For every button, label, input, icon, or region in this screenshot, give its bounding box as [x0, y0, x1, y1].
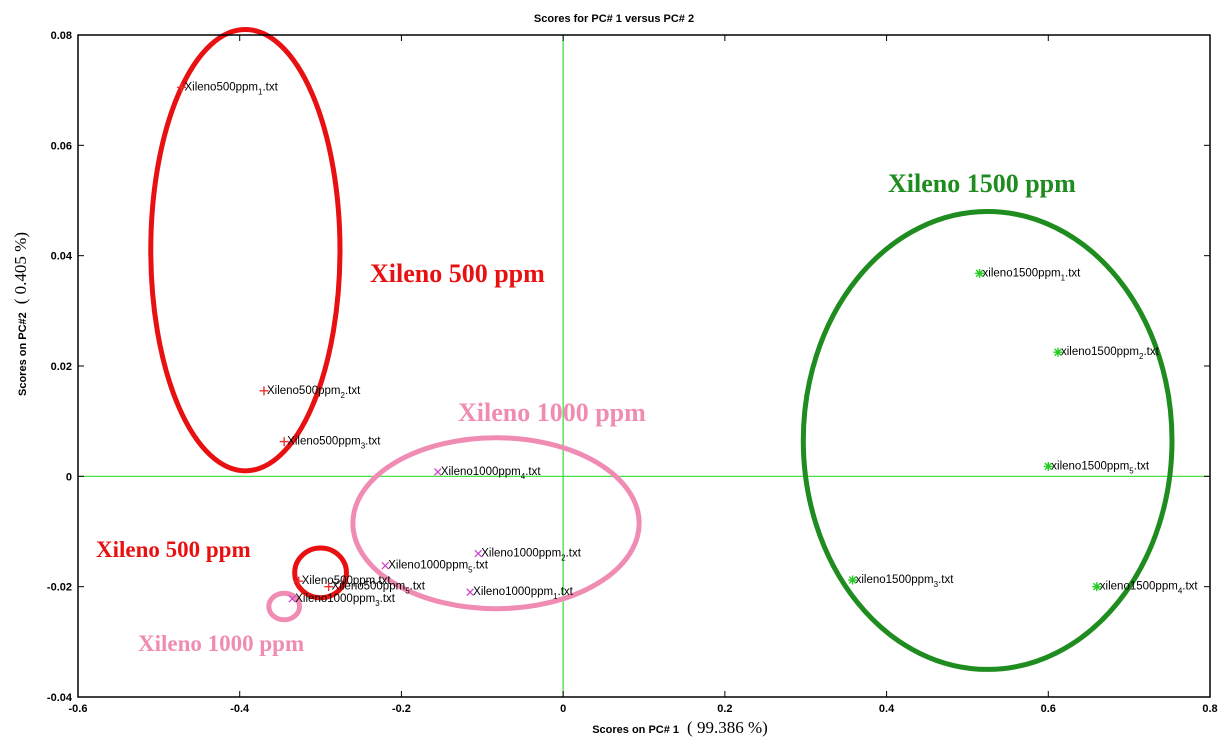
x-tick-label: 0.4	[879, 703, 895, 715]
group-annotations: Xileno 1500 ppm Xileno 500 ppm Xileno 1000…	[96, 169, 1076, 656]
x-marker	[433, 468, 442, 476]
x-marker	[474, 549, 483, 558]
y-tick-label: 0.06	[51, 140, 72, 152]
point-label: Xileno1000ppm2.txt	[481, 548, 582, 563]
y-axis-ticks: -0.04 -0.02 0 0.02 0.04 0.06 0.08	[47, 30, 1210, 704]
plus-marker	[176, 82, 186, 92]
group-annotation: Xileno 500 ppm	[370, 259, 545, 288]
data-point: Xileno500ppm5.txt	[324, 581, 426, 596]
chart-title: Scores for PC# 1 versus PC# 2	[534, 13, 694, 25]
x-axis-label: Scores on PC# 1 ( 99.386 %)	[592, 718, 768, 737]
x-tick-label: -0.4	[230, 703, 250, 715]
x-axis-ticks: -0.6 -0.4 -0.2 0 0.2 0.4 0.6 0.8	[69, 35, 1218, 715]
x-marker	[466, 588, 474, 597]
group-annotation: Xileno 1000 ppm	[138, 631, 304, 656]
data-point: Xileno500ppm1.txt	[176, 81, 279, 96]
x-tick-label: 0.6	[1041, 703, 1056, 715]
x-tick-label: 0.2	[717, 703, 732, 715]
data-point: Xileno1000ppm1.txt	[466, 586, 574, 601]
point-label: Xileno500ppm.txt	[302, 575, 392, 587]
x-tick-label: -0.6	[69, 703, 88, 715]
point-label: Xileno500ppm1.txt	[184, 81, 278, 96]
data-point: xileno1500ppm5.txt	[1043, 460, 1150, 475]
point-label: xileno1500ppm1.txt	[983, 267, 1082, 282]
point-label: Xileno1000ppm5.txt	[388, 560, 489, 575]
group-annotation: Xileno 1500 ppm	[888, 169, 1076, 198]
plus-marker	[279, 437, 289, 447]
group-ellipses	[148, 26, 1175, 672]
point-label: xileno1500ppm3.txt	[856, 574, 955, 589]
point-label: xileno1500ppm5.txt	[1051, 460, 1150, 475]
data-point: Xileno1000ppm4.txt	[433, 466, 542, 481]
data-points: Xileno500ppm1.txt Xileno500ppm2.txt Xileno…	[176, 81, 1198, 608]
point-label: Xileno1000ppm3.txt	[295, 593, 396, 608]
data-point: xileno1500ppm2.txt	[1053, 346, 1160, 361]
group-ellipse-3	[350, 435, 642, 612]
x-tick-label: 0.8	[1202, 703, 1217, 715]
y-tick-label: 0	[66, 471, 72, 483]
data-point: Xileno500ppm.txt	[294, 575, 391, 587]
group-ellipse-1	[800, 209, 1175, 672]
data-point: xileno1500ppm3.txt	[848, 574, 954, 589]
data-point: Xileno1000ppm5.txt	[381, 560, 489, 575]
x-marker	[381, 561, 390, 570]
data-point: Xileno500ppm3.txt	[279, 436, 381, 451]
data-point: xileno1500ppm1.txt	[975, 267, 1081, 282]
data-point: Xileno1000ppm2.txt	[474, 548, 582, 563]
star-marker	[1043, 461, 1053, 471]
point-label: Xileno500ppm5.txt	[332, 581, 426, 596]
group-ellipse-2	[148, 26, 343, 474]
point-label: Xileno1000ppm1.txt	[473, 586, 574, 601]
point-label: Xileno1000ppm4.txt	[441, 466, 542, 481]
data-point: Xileno500ppm2.txt	[259, 385, 361, 400]
zero-lines	[78, 35, 1210, 697]
x-tick-label: 0	[560, 703, 566, 715]
y-tick-label: -0.04	[47, 692, 73, 704]
star-marker	[1053, 347, 1063, 357]
plus-marker	[324, 582, 334, 592]
point-label: xileno1500ppm2.txt	[1061, 346, 1160, 361]
point-label: Xileno500ppm3.txt	[287, 436, 381, 451]
point-label: Xileno500ppm2.txt	[267, 385, 361, 400]
y-tick-label: 0.02	[51, 361, 72, 373]
plus-marker	[259, 386, 269, 396]
x-tick-label: -0.2	[392, 703, 411, 715]
data-point: Xileno1000ppm3.txt	[288, 593, 396, 608]
y-tick-label: 0.04	[51, 251, 73, 263]
star-marker	[1092, 582, 1102, 592]
y-tick-label: -0.02	[47, 582, 72, 594]
group-annotation: Xileno 500 ppm	[96, 537, 251, 562]
x-marker	[288, 594, 297, 603]
group-ellipse-4	[292, 545, 349, 601]
data-point: xileno1500ppm4.txt	[1092, 581, 1198, 596]
y-axis-label: Scores on PC#2 ( 0.405 %)	[11, 232, 30, 396]
star-marker	[848, 575, 858, 585]
star-marker	[975, 268, 985, 278]
point-label: xileno1500ppm4.txt	[1100, 581, 1199, 596]
group-ellipse-5	[266, 590, 303, 623]
y-tick-label: 0.08	[51, 30, 72, 42]
plus-marker	[294, 576, 304, 586]
plot-frame	[77, 34, 1211, 698]
group-annotation: Xileno 1000 ppm	[458, 398, 646, 427]
